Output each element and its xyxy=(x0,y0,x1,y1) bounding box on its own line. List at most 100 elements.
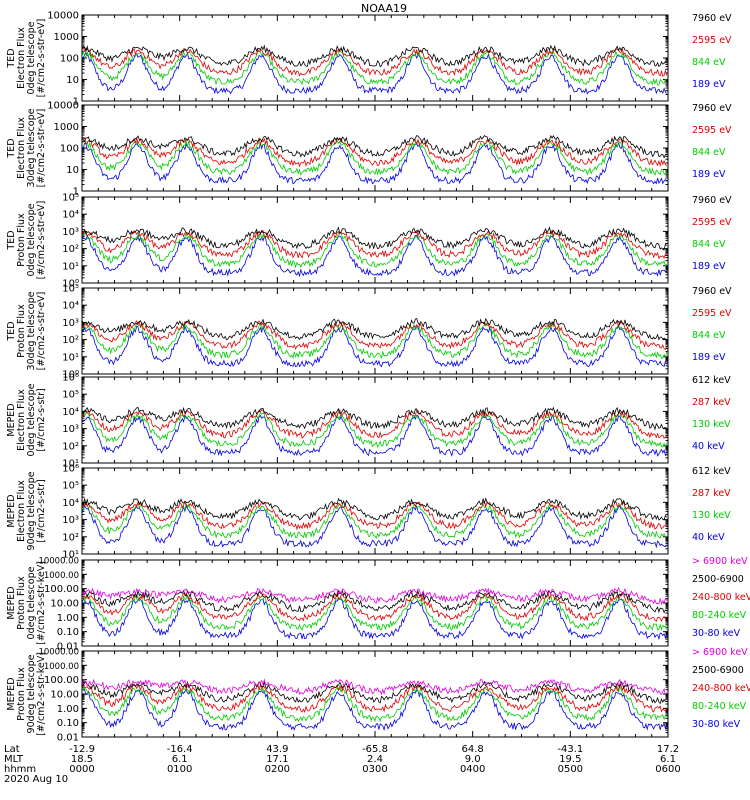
x-row-label: MLT xyxy=(4,754,24,765)
y-tick-label: 10000 xyxy=(47,11,79,22)
y-axis-label-line: Electron Flux xyxy=(16,480,27,542)
y-tick-label: 10000 xyxy=(47,101,79,112)
legend-entry: 7960 eV xyxy=(692,103,732,114)
y-tick-label: 10³ xyxy=(62,424,79,435)
flux-series-line xyxy=(82,678,668,696)
y-axis-label-line: MEPED xyxy=(6,586,17,619)
y-tick-label: 100 xyxy=(60,54,79,65)
y-tick-label: 1 xyxy=(73,187,79,198)
y-tick-label: 10⁵ xyxy=(62,481,79,492)
legend-entry: 189 eV xyxy=(692,79,726,90)
flux-series-line xyxy=(82,50,667,86)
y-axis-label-line: [#/cm2-s-str] xyxy=(36,479,47,542)
y-axis-label-line: 90deg telescope xyxy=(26,654,37,733)
y-axis-label: TED Proton Flux 30deg telescope [#/cm2-s-st… xyxy=(6,291,47,370)
y-axis-label-line: [#/cm2-s-str-keV] xyxy=(36,561,47,645)
y-axis-label-line: MEPED xyxy=(6,403,17,436)
y-tick-label: 100.00 xyxy=(44,584,79,595)
legend-entry: 844 eV xyxy=(692,239,726,250)
y-axis-label: TED Electron Flux 30deg telescope [#/cm2-s-… xyxy=(6,108,47,187)
y-tick-label: 1000.00 xyxy=(44,662,79,672)
y-tick-label: 1000 xyxy=(54,122,79,133)
flux-series-line xyxy=(82,586,668,606)
x-tick-label-mlt: 9.0 xyxy=(465,754,481,765)
panel-meped-p-90: 0.010.101.0010.00100.001000.0010000.00ME… xyxy=(6,647,750,744)
y-axis-label-line: MEPED xyxy=(6,494,17,527)
flux-series-line xyxy=(82,406,667,431)
flux-series-line xyxy=(82,500,667,531)
legend-entry: 7960 eV xyxy=(692,195,732,206)
y-tick-label: 0.01 xyxy=(57,733,79,744)
legend-entry: 240-800 keV xyxy=(692,592,750,603)
x-tick-label-hhmm: 0000 xyxy=(69,764,94,775)
y-tick-label: 1000.00 xyxy=(44,571,79,581)
panel-ted-p-30: 10⁰ 10¹ 10² 10³ 10⁴ 10⁵ TED Proton Flux 30deg te… xyxy=(6,284,732,381)
legend-entry: 2500-6900 xyxy=(692,574,744,585)
flux-series-line xyxy=(82,504,668,549)
y-tick-label: 1 xyxy=(73,97,79,108)
y-tick-label: 10² xyxy=(62,532,79,543)
legend-entry: > 6900 keV xyxy=(692,556,748,567)
legend-entry: 7960 eV xyxy=(692,13,732,24)
x-tick-label-lat: 43.9 xyxy=(266,744,288,755)
date-label: 2020 Aug 10 xyxy=(4,774,68,785)
x-tick-label-hhmm: 0400 xyxy=(460,764,485,775)
legend-entry: 287 keV xyxy=(692,397,731,408)
y-tick-label: 10² xyxy=(62,441,79,452)
legend-entry: 612 keV xyxy=(692,466,731,477)
legend-entry: 30-80 keV xyxy=(692,628,741,639)
y-axis-label-line: [#/cm2-s-str-keV] xyxy=(36,652,47,736)
y-tick-label: 10⁰ xyxy=(62,370,79,381)
y-axis-label-line: Electron Flux xyxy=(16,117,27,179)
plot-frame xyxy=(81,104,669,192)
y-tick-label: 100.00 xyxy=(44,675,79,686)
y-axis-label-line: Electron Flux xyxy=(16,389,27,451)
y-axis-label-line: 0deg telescope xyxy=(26,21,37,94)
legend-entry: 189 eV xyxy=(692,261,726,272)
y-axis-label-line: 0deg telescope xyxy=(26,203,37,276)
y-axis-label-line: TED xyxy=(6,230,17,250)
x-tick-label-lat: 17.2 xyxy=(657,744,679,755)
y-axis-label: MEPED Proton Flux 0deg telescope [#/cm2-s-s… xyxy=(6,561,47,645)
legend-entry: 130 keV xyxy=(692,419,731,430)
flux-series-line xyxy=(82,231,668,269)
legend-entry: 189 eV xyxy=(692,169,726,180)
y-tick-label: 10000.00 xyxy=(38,557,79,567)
flux-series-line xyxy=(82,409,667,440)
x-tick-label-mlt: 6.1 xyxy=(172,754,188,765)
y-tick-label: 10³ xyxy=(62,227,79,238)
y-tick-label: 10.00 xyxy=(50,690,79,701)
flux-series-line xyxy=(82,44,667,68)
y-tick-label: 10³ xyxy=(62,318,79,329)
y-axis-label-line: TED xyxy=(6,48,17,68)
series-group xyxy=(82,317,668,368)
legend-entry: 189 eV xyxy=(692,352,726,363)
y-axis-label-line: 90deg telescope xyxy=(26,471,37,550)
panel-meped-e-0: 10¹ 10² 10³ 10⁴ 10⁵ 10⁶ MEPED Electron Flux 0deg… xyxy=(6,373,731,470)
y-axis-label: TED Proton Flux 0deg telescope [#/cm2-s-str… xyxy=(6,201,47,280)
series-group xyxy=(82,44,668,95)
x-tick-label-lat: -43.1 xyxy=(557,744,583,755)
legend-entry: 240-800 keV xyxy=(692,683,750,694)
legend-entry: 844 eV xyxy=(692,147,726,158)
flux-series-line xyxy=(82,136,667,168)
flux-series-line xyxy=(82,51,667,95)
flux-series-line xyxy=(82,684,667,723)
flux-series-line xyxy=(82,410,668,449)
y-tick-label: 10⁴ xyxy=(62,301,79,312)
flux-series-line xyxy=(82,317,668,341)
x-tick-label-hhmm: 0600 xyxy=(655,764,680,775)
flux-series-line xyxy=(82,229,667,260)
y-axis-label-line: 30deg telescope xyxy=(26,108,37,187)
x-tick-label-mlt: 2.4 xyxy=(367,754,383,765)
flux-series-line xyxy=(82,320,668,351)
y-tick-label: 0.10 xyxy=(57,627,79,638)
legend-entry: 287 keV xyxy=(692,488,731,499)
legend-entry: 2595 eV xyxy=(692,125,732,136)
y-tick-label: 10² xyxy=(62,335,79,346)
flux-series-line xyxy=(82,226,668,251)
series-group xyxy=(82,678,668,731)
